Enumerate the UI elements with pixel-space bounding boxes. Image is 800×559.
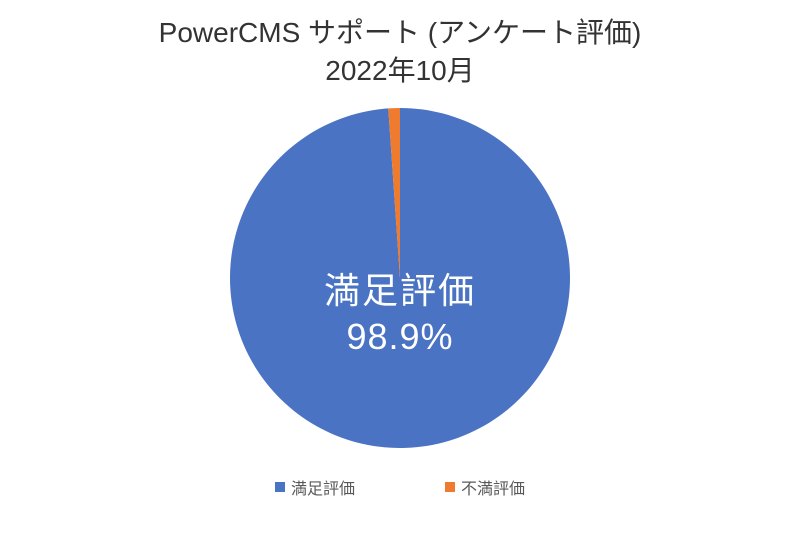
pie-chart: 満足評価 98.9% bbox=[230, 108, 570, 453]
legend-swatch-1 bbox=[445, 482, 455, 492]
chart-title: PowerCMS サポート (アンケート評価) 2022年10月 bbox=[159, 14, 642, 90]
legend-label-0: 満足評価 bbox=[291, 475, 355, 499]
legend-item-0: 満足評価 bbox=[275, 475, 355, 499]
legend-swatch-0 bbox=[275, 482, 285, 492]
legend: 満足評価 不満評価 bbox=[275, 475, 525, 499]
pie-svg bbox=[230, 108, 570, 448]
legend-label-1: 不満評価 bbox=[461, 475, 525, 499]
title-line-2: 2022年10月 bbox=[159, 52, 642, 90]
legend-item-1: 不満評価 bbox=[445, 475, 525, 499]
title-line-1: PowerCMS サポート (アンケート評価) bbox=[159, 14, 642, 52]
chart-container: PowerCMS サポート (アンケート評価) 2022年10月 満足評価 98… bbox=[0, 0, 800, 559]
